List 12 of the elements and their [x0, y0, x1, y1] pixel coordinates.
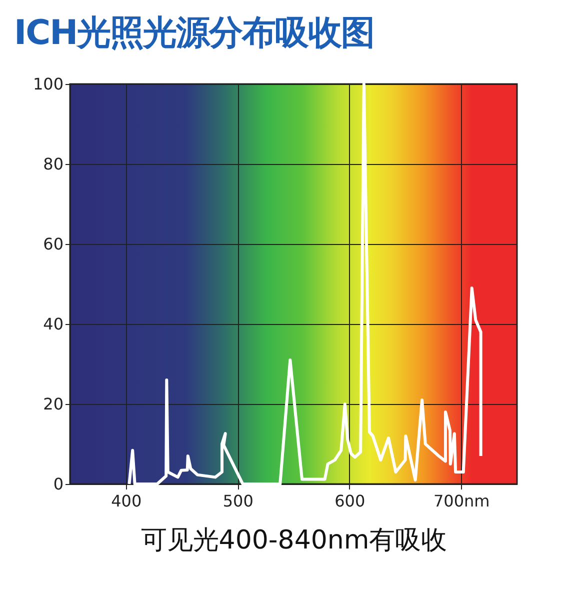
y-tick-label: 20 — [43, 394, 64, 414]
x-tick-label: 700nm — [433, 492, 490, 510]
x-axis-title: 可见光400-840nm有吸收 — [140, 526, 448, 556]
y-tick-label: 0 — [53, 474, 64, 494]
y-tick-label: 80 — [43, 154, 64, 174]
x-tick-label: 500 — [222, 492, 254, 510]
x-tick-label: 600 — [334, 492, 366, 510]
y-tick-label: 60 — [43, 234, 64, 254]
y-tick-label: 100 — [32, 74, 64, 94]
y-tick-label: 40 — [43, 314, 64, 334]
x-tick-label: 400 — [111, 492, 142, 510]
chart-title: ICH光照光源分布吸收图 — [14, 12, 376, 55]
